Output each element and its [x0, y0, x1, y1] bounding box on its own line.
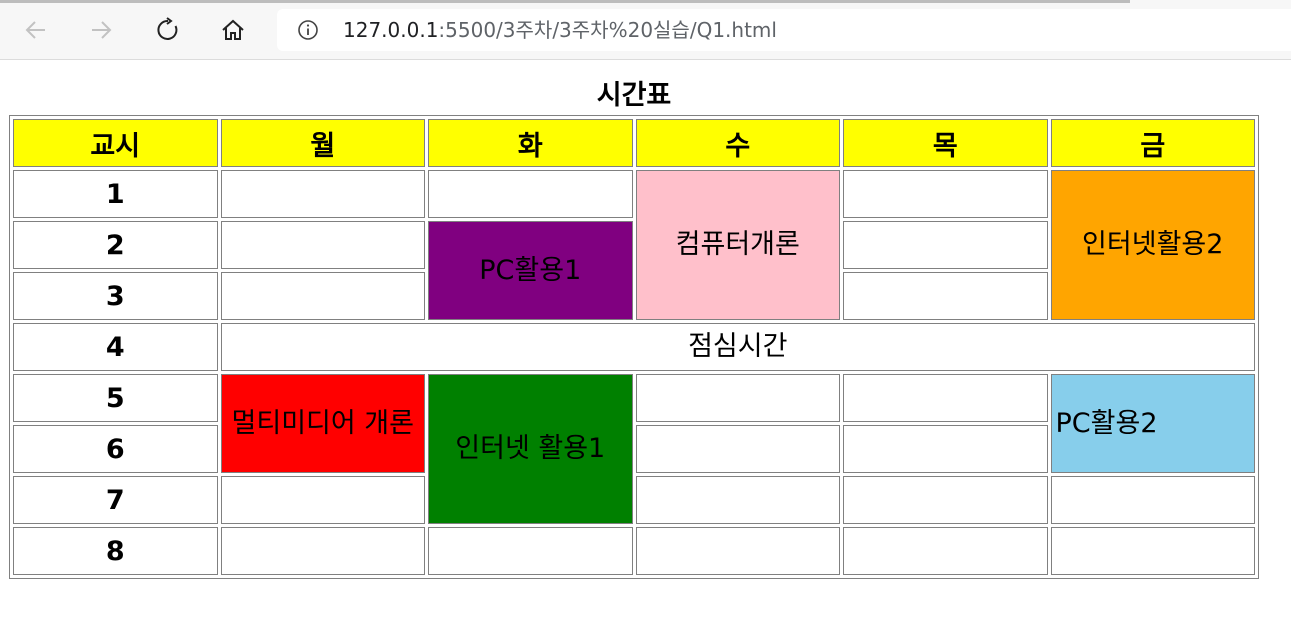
period-cell: 8 [13, 527, 218, 575]
empty-cell [843, 425, 1048, 473]
reload-button[interactable] [150, 12, 186, 48]
header-thu: 목 [843, 119, 1048, 167]
period-cell: 6 [13, 425, 218, 473]
empty-cell [843, 476, 1048, 524]
table-row: 7 [13, 476, 1255, 524]
empty-cell [428, 527, 633, 575]
table-row: 1 컴퓨터개론 인터넷활용2 [13, 170, 1255, 320]
empty-cell [1050, 476, 1255, 524]
table-row: 5 멀티미디어 개론 인터넷 활용1 PC활용2 [13, 374, 1255, 524]
header-wed: 수 [635, 119, 840, 167]
header-fri: 금 [1050, 119, 1255, 167]
empty-cell [843, 374, 1048, 422]
empty-cell [220, 170, 425, 218]
timetable-title: 시간표 [596, 80, 672, 111]
header-row: 교시 월 화 수 목 금 [13, 119, 1255, 167]
subject-multimedia: 멀티미디어 개론 [220, 374, 425, 473]
empty-cell [843, 170, 1048, 218]
url-path: :5500/3주차/3주차%20실습/Q1.html [438, 18, 777, 42]
empty-cell [1050, 527, 1255, 575]
back-button[interactable] [18, 12, 54, 48]
timetable: 교시 월 화 수 목 금 1 컴퓨터개론 인터넷활용2 2 PC활용1 3 4 [9, 115, 1259, 579]
period-cell: 7 [13, 476, 218, 524]
subject-pc2: PC활용2 [1050, 374, 1255, 473]
forward-arrow-icon [92, 21, 112, 39]
header-period: 교시 [13, 119, 218, 167]
period-cell: 3 [13, 272, 218, 320]
table-row: 2 PC활용1 [13, 221, 1255, 320]
empty-cell [635, 425, 840, 473]
empty-cell [843, 527, 1048, 575]
period-cell: 1 [13, 170, 218, 218]
subject-computer-intro: 컴퓨터개론 [635, 170, 840, 320]
table-row: 6 [13, 425, 1255, 473]
empty-cell [220, 221, 425, 269]
info-icon[interactable] [297, 19, 319, 41]
period-cell: 5 [13, 374, 218, 422]
url-host: 127.0.0.1 [343, 18, 439, 42]
table-row: 8 [13, 527, 1255, 575]
subject-lunch: 점심시간 [220, 323, 1255, 371]
empty-cell [635, 476, 840, 524]
back-arrow-icon [25, 21, 45, 39]
empty-cell [635, 527, 840, 575]
empty-cell [220, 527, 425, 575]
period-cell: 2 [13, 221, 218, 269]
forward-button[interactable] [83, 12, 119, 48]
empty-cell [843, 272, 1048, 320]
address-bar[interactable]: 127.0.0.1:5500/3주차/3주차%20실습/Q1.html [277, 9, 1291, 51]
header-mon: 월 [220, 119, 425, 167]
home-icon [222, 19, 244, 40]
table-row: 3 [13, 272, 1255, 320]
header-tue: 화 [428, 119, 633, 167]
subject-internet2: 인터넷활용2 [1050, 170, 1255, 320]
reload-icon [157, 17, 178, 40]
empty-cell [220, 476, 425, 524]
home-button[interactable] [215, 12, 251, 48]
subject-internet1: 인터넷 활용1 [428, 374, 633, 524]
subject-pc1: PC활용1 [428, 221, 633, 320]
url-text[interactable]: 127.0.0.1:5500/3주차/3주차%20실습/Q1.html [343, 18, 777, 42]
browser-toolbar: 127.0.0.1:5500/3주차/3주차%20실습/Q1.html [0, 0, 1291, 60]
empty-cell [635, 374, 840, 422]
empty-cell [843, 221, 1048, 269]
empty-cell [428, 170, 633, 218]
tab-strip-edge [0, 0, 1130, 3]
period-cell: 4 [13, 323, 218, 371]
table-row: 4 점심시간 [13, 323, 1255, 371]
empty-cell [220, 272, 425, 320]
